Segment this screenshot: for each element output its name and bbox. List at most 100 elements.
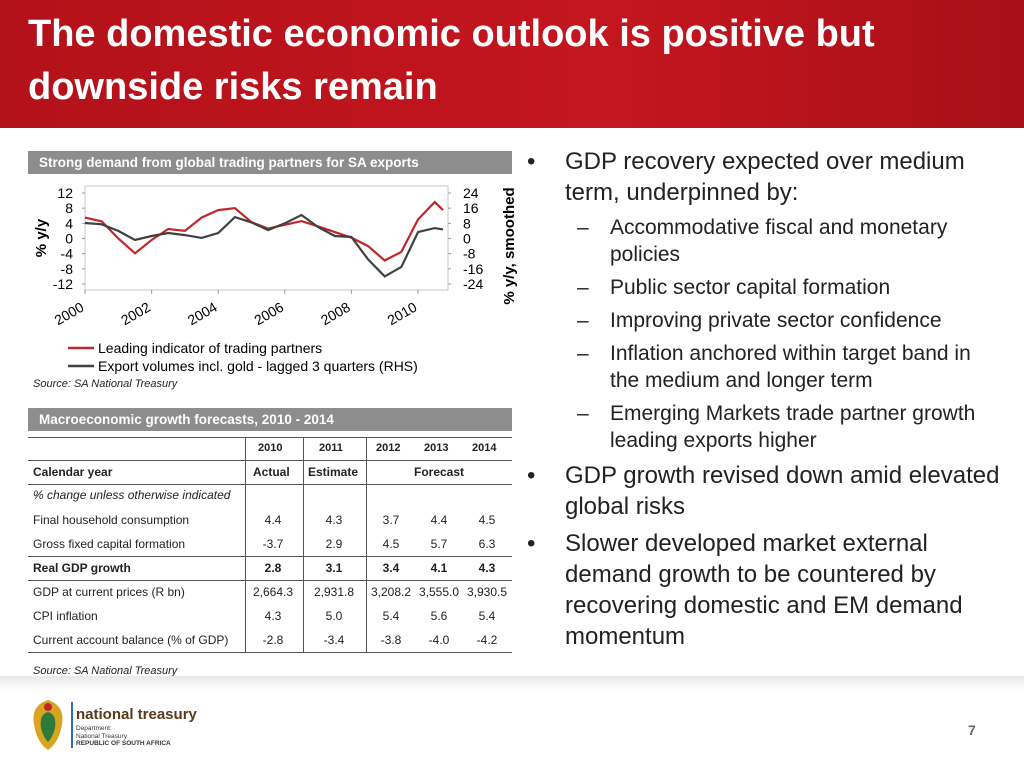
row-value: 5.4 [478,609,496,623]
footer: national treasury Department: National T… [0,676,1024,768]
y2-tick-label: 16 [463,200,479,216]
y2-tick-label: -24 [463,276,483,292]
row-label: Real GDP growth [33,561,131,575]
row-value: 2,931.8 [313,585,355,599]
slide-title: The domestic economic outlook is positiv… [28,13,875,108]
header-bar [0,0,1024,128]
coat-of-arms [33,700,63,750]
row-value: -3.7 [262,537,284,551]
row-label: Final household consumption [33,513,190,527]
row-value: 4.4 [430,513,448,527]
row-value: 5.6 [430,609,448,623]
y-tick-label: 12 [57,185,73,201]
row-value: 3.7 [382,513,400,527]
y-tick-label: -12 [53,276,73,292]
row-value: 3,208.2 [370,585,412,599]
series-line [84,213,444,278]
table-rule [28,460,512,461]
y-tick-label: 4 [65,215,73,231]
chart-panel-title: Strong demand from global trading partne… [28,151,512,174]
bullet: GDP recovery expected over medium term, … [522,146,1002,208]
chart-source: Source: SA National Treasury [33,378,178,390]
logo-department: Department: National Treasury REPUBLIC O… [76,725,171,748]
sub-bullet: Accommodative fiscal and monetary polici… [522,214,1002,268]
row-value: -2.8 [262,633,284,647]
calendar-forecast: Forecast [414,465,465,479]
row-value: -3.8 [380,633,402,647]
y2-tick-label: 24 [463,185,479,201]
row-value: 3.4 [382,561,400,575]
y-tick-label: 0 [65,231,73,247]
row-value: -3.4 [323,633,345,647]
table-source: Source: SA National Treasury [33,665,178,677]
row-value: 4.3 [264,609,282,623]
y2-tick-label: 8 [463,215,471,231]
page-number: 7 [968,722,976,738]
row-value: 3.1 [325,561,343,575]
y2-axis-label: % y/y, smoothed [501,187,518,304]
row-value: 2,664.3 [252,585,294,599]
row-label: Gross fixed capital formation [33,537,186,551]
row-value: 4.3 [478,561,496,575]
dept-line: Department: [76,725,112,732]
row-value: 4.4 [264,513,282,527]
logo-name: national treasury [76,706,197,723]
row-value: -4.2 [476,633,498,647]
row-label: GDP at current prices (R bn) [33,585,185,599]
year-header: 2011 [319,442,343,454]
row-value: 4.3 [325,513,343,527]
calendar-estimate: Estimate [308,465,359,479]
row-value: 6.3 [478,537,496,551]
table-rule [28,580,512,581]
row-value: 4.5 [478,513,496,527]
y-tick-label: 8 [65,200,73,216]
year-header: 2013 [424,442,449,454]
sub-bullet: Emerging Markets trade partner growth le… [522,400,1002,454]
table-rule [245,437,246,652]
legend-label: Leading indicator of trading partners [98,340,322,356]
y2-tick-label: 0 [463,231,471,247]
row-value: 3,930.5 [466,585,508,599]
legend-label: Export volumes incl. gold - lagged 3 qua… [98,358,418,374]
bullet: Slower developed market external demand … [522,528,1002,652]
table-rule [28,652,512,653]
y2-tick-label: -16 [463,261,483,277]
year-header: 2014 [472,442,497,454]
y-tick-label: -4 [61,246,74,262]
sub-bullet: Public sector capital formation [522,274,1002,301]
table-note: % change unless otherwise indicated [33,488,231,502]
bullet: GDP growth revised down amid elevated gl… [522,460,1002,522]
dept-line: National Treasury [76,732,127,740]
y-tick-label: -8 [61,261,74,277]
table-rule [28,484,512,485]
row-value: -4.0 [428,633,450,647]
row-value: 5.0 [325,609,343,623]
row-value: 5.7 [430,537,448,551]
row-value: 4.5 [382,537,400,551]
row-label: Current account balance (% of GDP) [33,633,229,647]
table-rule [303,437,304,652]
calendar-label: Calendar year [33,465,113,479]
sub-bullet: Improving private sector confidence [522,307,1002,334]
table-panel-title: Macroeconomic growth forecasts, 2010 - 2… [28,408,512,431]
row-value: 5.4 [382,609,400,623]
table-rule [28,437,512,438]
row-value: 4.1 [430,561,448,575]
series-line [84,200,444,262]
sub-bullet: Inflation anchored within target band in… [522,340,1002,394]
row-value: 2.8 [264,561,282,575]
row-value: 3,555.0 [418,585,460,599]
table-rule [366,437,367,652]
logo-divider [71,702,73,748]
row-label: CPI inflation [33,609,98,623]
year-header: 2010 [258,442,283,454]
calendar-actual: Actual [253,465,290,479]
dept-line: REPUBLIC OF SOUTH AFRICA [76,740,171,747]
row-value: 2.9 [325,537,343,551]
y2-tick-label: -8 [463,246,476,262]
bullet-list: GDP recovery expected over medium term, … [522,146,1002,658]
year-header: 2012 [376,442,401,454]
